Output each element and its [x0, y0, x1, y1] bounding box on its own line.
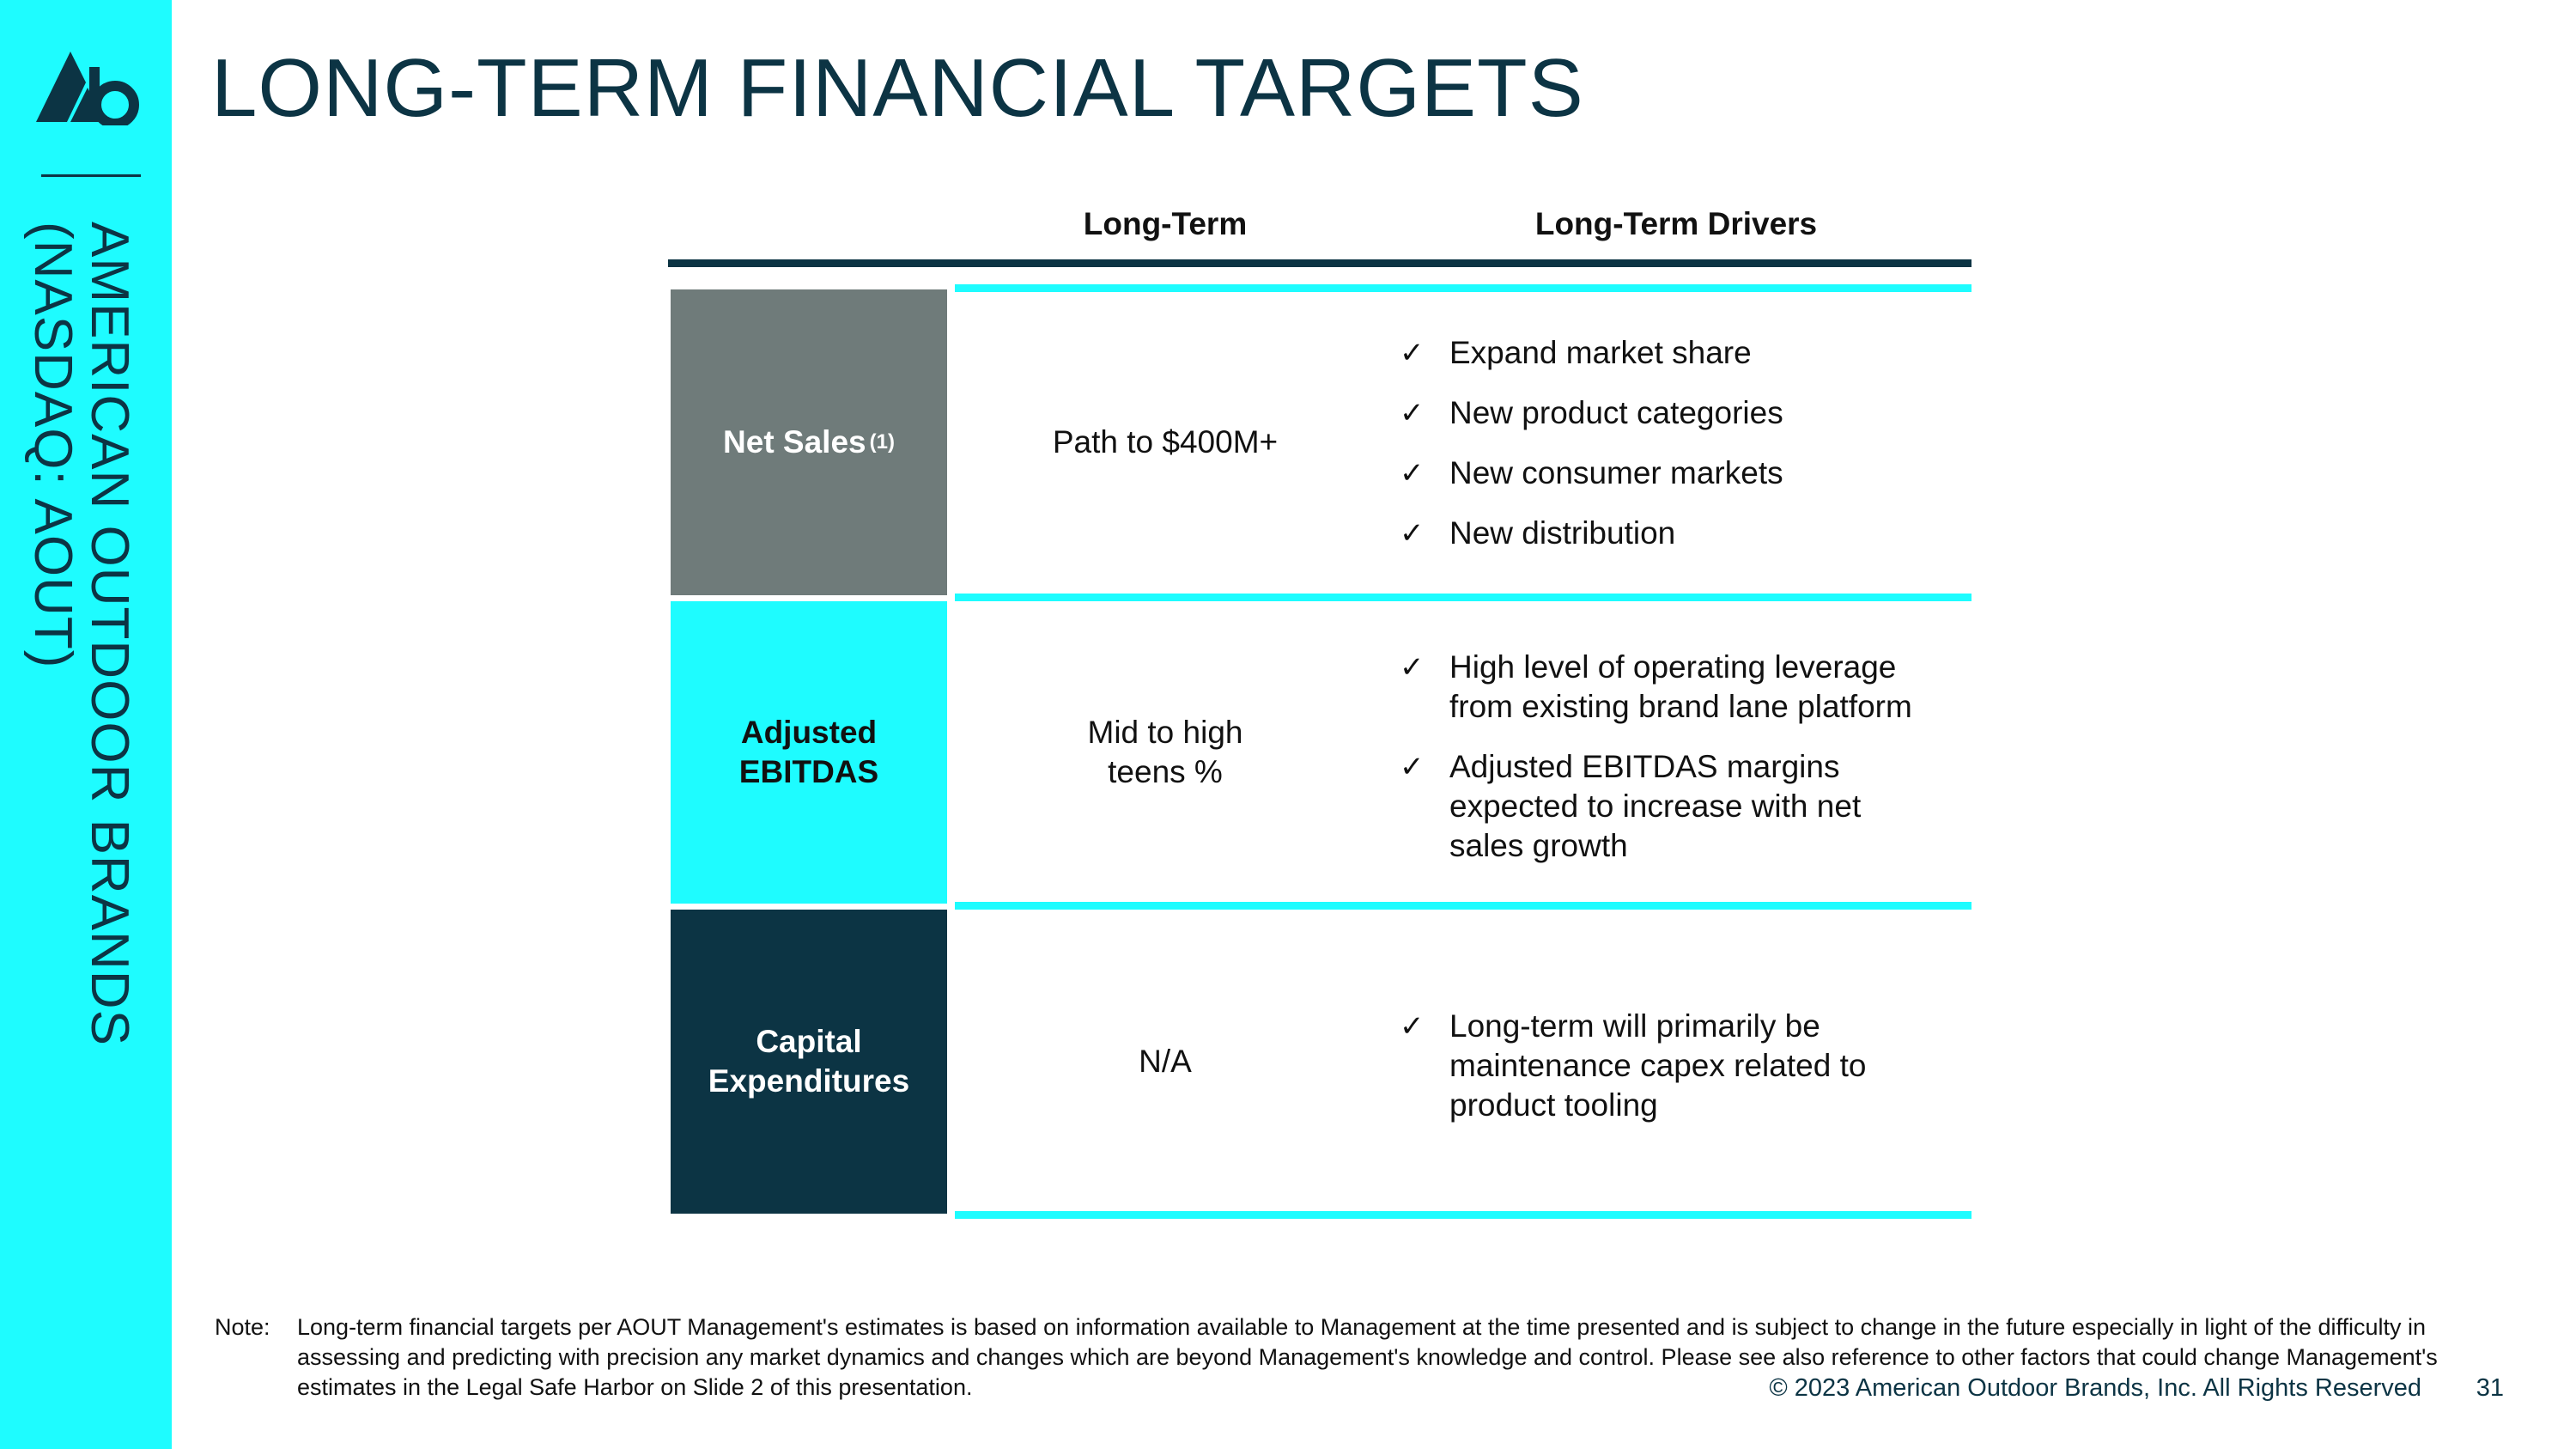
copyright: © 2023 American Outdoor Brands, Inc. All… — [1769, 1374, 2421, 1402]
row-label-capital-expenditures: Capital Expenditures — [671, 910, 947, 1214]
footnote-ref: (1) — [869, 430, 895, 454]
company-ticker-vertical: AMERICAN OUTDOOR BRANDS (NASDAQ: AOUT) — [23, 222, 139, 1046]
check-icon: ✓ — [1400, 751, 1425, 783]
row-label-text: Adjusted EBITDAS — [738, 715, 879, 789]
check-icon: ✓ — [1400, 457, 1425, 490]
driver-text: Expand market share — [1449, 335, 1752, 370]
check-icon: ✓ — [1400, 337, 1425, 369]
list-item: ✓ New distribution — [1400, 514, 1966, 553]
list-item: ✓ Long-term will primarily be maintenance… — [1400, 1007, 1930, 1125]
target-adjusted-ebitdas: Mid to high teens % — [955, 601, 1376, 904]
driver-text: Adjusted EBITDAS margins expected to inc… — [1449, 749, 1862, 863]
header-rule — [668, 259, 1971, 267]
page-number: 31 — [2476, 1374, 2504, 1402]
row-label-net-sales: Net Sales (1) — [671, 289, 947, 595]
drivers-capital-expenditures: ✓ Long-term will primarily be maintenance… — [1400, 1007, 1966, 1125]
row-divider — [955, 594, 1971, 601]
row-divider — [955, 284, 1971, 292]
driver-text: New distribution — [1449, 515, 1676, 551]
row-divider — [955, 1211, 1971, 1219]
driver-text: High level of operating leverage from ex… — [1449, 649, 1912, 724]
note-text: Long-term financial targets per AOUT Man… — [297, 1314, 2438, 1400]
drivers-adjusted-ebitdas: ✓ High level of operating leverage from e… — [1400, 648, 1966, 866]
sidebar: AMERICAN OUTDOOR BRANDS (NASDAQ: AOUT) — [0, 0, 172, 1449]
driver-text: New consumer markets — [1449, 455, 1783, 490]
row-label-text: Net Sales — [723, 424, 866, 460]
row-divider — [955, 902, 1971, 910]
list-item: ✓ New product categories — [1400, 393, 1966, 433]
row-label-text: Capital Expenditures — [708, 1024, 910, 1099]
aob-logo-icon — [36, 52, 139, 125]
list-item: ✓ High level of operating leverage from e… — [1400, 648, 1947, 727]
footnote: Note: Long-term financial targets per AO… — [215, 1312, 2482, 1403]
driver-text: Long-term will primarily be maintenance … — [1449, 1008, 1867, 1123]
check-icon: ✓ — [1400, 651, 1425, 684]
check-icon: ✓ — [1400, 397, 1425, 429]
row-label-adjusted-ebitdas: Adjusted EBITDAS — [671, 601, 947, 904]
note-label: Note: — [215, 1314, 270, 1340]
target-capital-expenditures: N/A — [1139, 1044, 1192, 1079]
list-item: ✓ Adjusted EBITDAS margins expected to in… — [1400, 747, 1905, 866]
check-icon: ✓ — [1400, 517, 1425, 550]
drivers-net-sales: ✓ Expand market share ✓ New product catego… — [1400, 333, 1966, 553]
check-icon: ✓ — [1400, 1010, 1425, 1043]
header-long-term-drivers: Long-Term Drivers — [1534, 206, 1818, 241]
list-item: ✓ Expand market share — [1400, 333, 1966, 373]
target-net-sales: Path to $400M+ — [1052, 424, 1279, 460]
driver-text: New product categories — [1449, 395, 1783, 430]
target-text: Mid to high teens % — [1087, 715, 1243, 789]
slide-title: LONG-TERM FINANCIAL TARGETS — [211, 42, 1584, 134]
logo-divider — [41, 174, 141, 177]
list-item: ✓ New consumer markets — [1400, 454, 1966, 493]
header-long-term: Long-Term — [1083, 206, 1248, 241]
